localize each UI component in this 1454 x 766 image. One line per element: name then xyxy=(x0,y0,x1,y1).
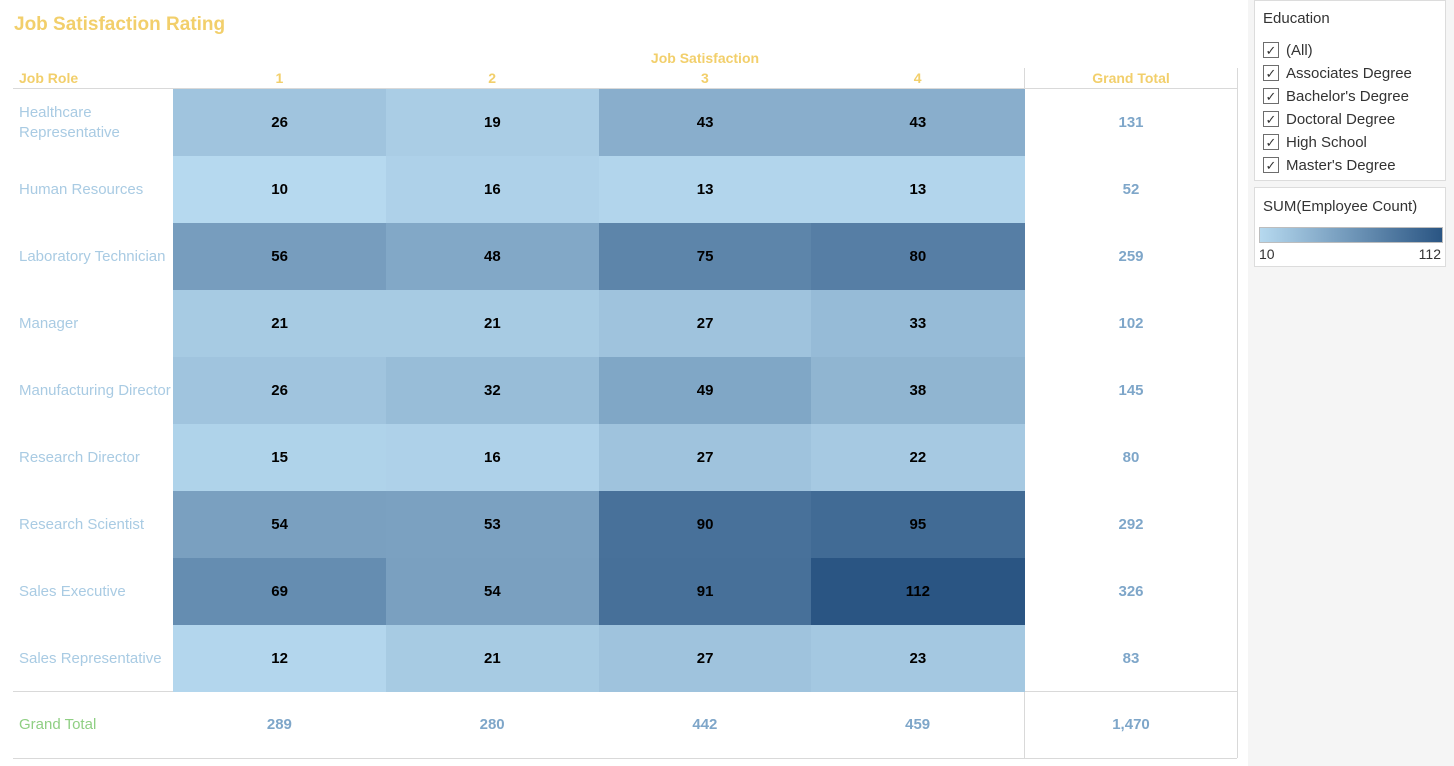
heatmap-cell[interactable]: 32 xyxy=(385,357,599,424)
filter-option[interactable]: ✓ (All) xyxy=(1263,40,1313,60)
legend-max-label: 112 xyxy=(1418,246,1441,262)
grand-total-row-label: Grand Total xyxy=(19,716,97,733)
heatmap-cell[interactable]: 48 xyxy=(385,223,599,290)
chart-title: Job Satisfaction Rating xyxy=(14,14,226,35)
education-filter: Education ✓ (All) ✓ Associates Degree ✓ Bache… xyxy=(1254,0,1446,181)
row-total: 292 xyxy=(1118,516,1144,533)
row-total: 83 xyxy=(1122,650,1140,667)
filter-title: Education xyxy=(1263,10,1330,27)
legend-min-label: 10 xyxy=(1259,246,1275,262)
checkbox-checked-icon[interactable]: ✓ xyxy=(1263,65,1279,81)
row-label: Research Scientist xyxy=(19,515,145,533)
row-label: Human Resources xyxy=(19,180,144,198)
row-label: Healthcare Representative xyxy=(19,103,120,141)
legend-gradient-bar xyxy=(1259,227,1443,243)
column-header-3: 3 xyxy=(700,70,709,86)
heatmap-cell[interactable]: 16 xyxy=(385,424,599,491)
legend-title: SUM(Employee Count) xyxy=(1263,198,1418,215)
filter-option[interactable]: ✓ Doctoral Degree xyxy=(1263,109,1395,129)
checkbox-checked-icon[interactable]: ✓ xyxy=(1263,42,1279,58)
column-header-4: 4 xyxy=(913,70,922,86)
heatmap-cell[interactable]: 54 xyxy=(385,558,599,625)
column-header-2: 2 xyxy=(488,70,497,86)
grand-total-value: 1,470 xyxy=(1112,716,1150,733)
checkbox-checked-icon[interactable]: ✓ xyxy=(1263,88,1279,104)
heatmap-cell[interactable]: 27 xyxy=(598,424,812,491)
heatmap-cell[interactable]: 69 xyxy=(173,558,387,625)
row-total: 326 xyxy=(1118,583,1144,600)
row-total: 145 xyxy=(1118,382,1144,399)
row-label: Research Director xyxy=(19,448,140,466)
filter-option-label: High School xyxy=(1286,133,1367,151)
heatmap-cell[interactable]: 27 xyxy=(598,290,812,357)
total-column-divider xyxy=(1024,68,1025,758)
filter-option-label: Associates Degree xyxy=(1286,64,1412,82)
heatmap-cell[interactable]: 10 xyxy=(173,156,387,223)
column-header-1: 1 xyxy=(275,70,284,86)
row-label: Sales Executive xyxy=(19,582,126,600)
filter-option[interactable]: ✓ High School xyxy=(1263,132,1367,152)
heatmap-cell[interactable]: 56 xyxy=(173,223,387,290)
heatmap-cell[interactable]: 38 xyxy=(811,357,1025,424)
heatmap-cell[interactable]: 80 xyxy=(811,223,1025,290)
row-total: 102 xyxy=(1118,315,1144,332)
row-total: 52 xyxy=(1122,181,1140,198)
side-panel: Education ✓ (All) ✓ Associates Degree ✓ Bache… xyxy=(1248,0,1454,766)
heatmap-cell[interactable]: 43 xyxy=(598,89,812,156)
heatmap-cell[interactable]: 95 xyxy=(811,491,1025,558)
heatmap-cell[interactable]: 90 xyxy=(598,491,812,558)
filter-option-label: Bachelor's Degree xyxy=(1286,87,1409,105)
grand-total-column-header: Grand Total xyxy=(1092,70,1170,86)
heatmap-cell[interactable]: 49 xyxy=(598,357,812,424)
heatmap-cell[interactable]: 15 xyxy=(173,424,387,491)
bottom-divider xyxy=(13,758,1237,759)
color-legend: SUM(Employee Count) 10 112 xyxy=(1254,187,1446,267)
heatmap-cell[interactable]: 91 xyxy=(598,558,812,625)
heatmap-cell[interactable]: 13 xyxy=(598,156,812,223)
heatmap-cell[interactable]: 16 xyxy=(385,156,599,223)
checkbox-checked-icon[interactable]: ✓ xyxy=(1263,111,1279,127)
heatmap-cell[interactable]: 23 xyxy=(811,625,1025,692)
column-group-header: Job Satisfaction xyxy=(650,50,760,66)
heatmap-cell[interactable]: 43 xyxy=(811,89,1025,156)
column-total: 442 xyxy=(692,716,718,733)
heatmap-cell[interactable]: 12 xyxy=(173,625,387,692)
column-total: 280 xyxy=(479,716,505,733)
heatmap-cell[interactable]: 19 xyxy=(385,89,599,156)
filter-option-label: (All) xyxy=(1286,41,1313,59)
heatmap-view: Job Satisfaction Rating Job Satisfaction… xyxy=(13,14,1238,759)
heatmap-cell[interactable]: 54 xyxy=(173,491,387,558)
heatmap-cell[interactable]: 75 xyxy=(598,223,812,290)
row-header: Job Role xyxy=(19,70,79,86)
row-label: Laboratory Technician xyxy=(19,247,166,265)
row-total: 259 xyxy=(1118,248,1144,265)
header-divider xyxy=(13,88,1237,89)
checkbox-checked-icon[interactable]: ✓ xyxy=(1263,157,1279,173)
filter-option[interactable]: ✓ Bachelor's Degree xyxy=(1263,86,1409,106)
heatmap-cell[interactable]: 21 xyxy=(385,290,599,357)
heatmap-cell[interactable]: 22 xyxy=(811,424,1025,491)
heatmap-cell[interactable]: 27 xyxy=(598,625,812,692)
right-divider xyxy=(1237,68,1238,758)
heatmap-cell[interactable]: 53 xyxy=(385,491,599,558)
filter-option-label: Doctoral Degree xyxy=(1286,110,1396,128)
row-total: 80 xyxy=(1122,449,1140,466)
heatmap-cell[interactable]: 21 xyxy=(385,625,599,692)
column-total: 289 xyxy=(266,716,292,733)
row-label: Manufacturing Director xyxy=(19,381,171,399)
filter-option[interactable]: ✓ Associates Degree xyxy=(1263,63,1412,83)
heatmap-cell[interactable]: 112 xyxy=(811,558,1025,625)
checkbox-checked-icon[interactable]: ✓ xyxy=(1263,134,1279,150)
row-label: Manager xyxy=(19,314,79,332)
filter-option[interactable]: ✓ Master's Degree xyxy=(1263,155,1396,175)
heatmap-cell[interactable]: 33 xyxy=(811,290,1025,357)
heatmap-cell[interactable]: 26 xyxy=(173,89,387,156)
heatmap-cell[interactable]: 13 xyxy=(811,156,1025,223)
heatmap-cell[interactable]: 21 xyxy=(173,290,387,357)
row-label: Sales Representative xyxy=(19,649,162,667)
heatmap-cell[interactable]: 26 xyxy=(173,357,387,424)
filter-option-label: Master's Degree xyxy=(1286,156,1396,174)
row-total: 131 xyxy=(1118,114,1144,131)
column-total: 459 xyxy=(905,716,931,733)
